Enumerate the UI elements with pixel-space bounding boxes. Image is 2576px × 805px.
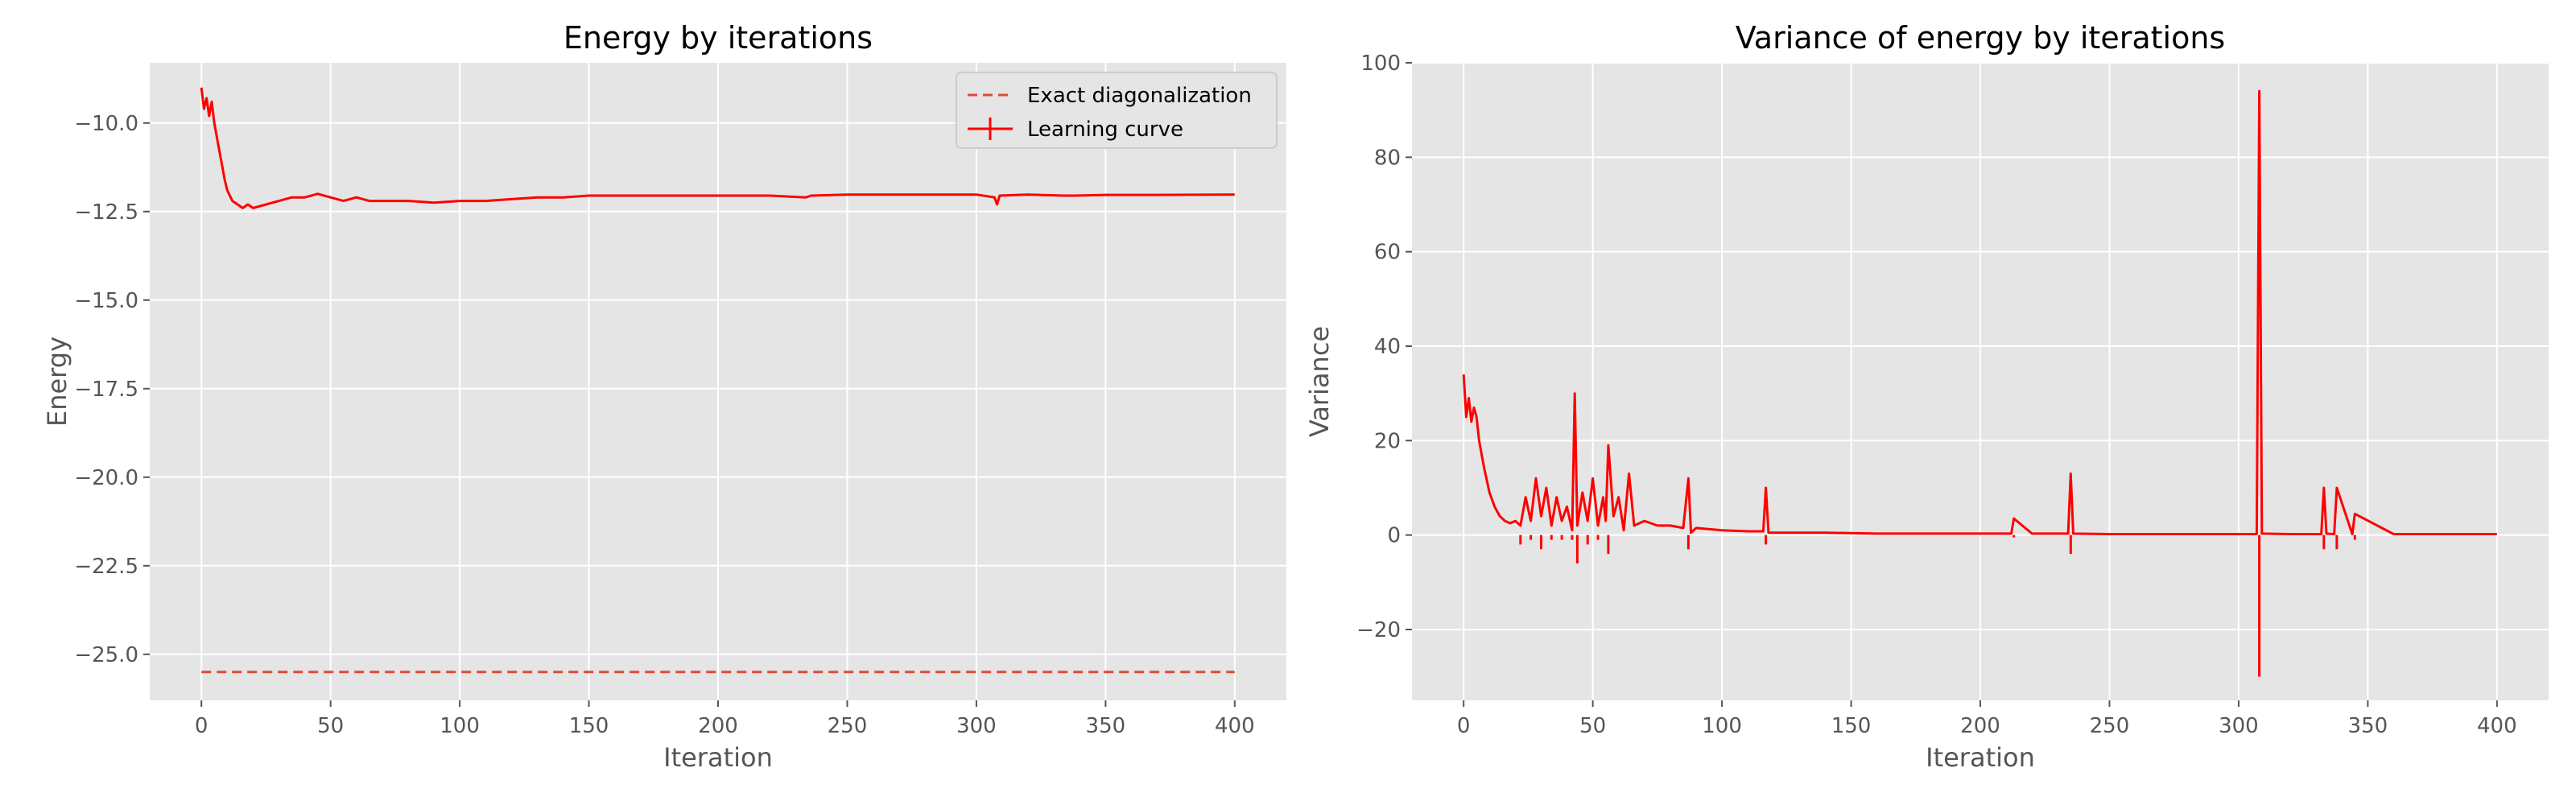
x-tick-label: 100 — [440, 714, 480, 738]
y-tick-label: −15.0 — [74, 289, 138, 313]
y-tick-label: −20.0 — [74, 466, 138, 490]
energy-series — [200, 87, 1235, 674]
x-tick-label: 350 — [1086, 714, 1126, 738]
y-tick-label: 40 — [1374, 335, 1401, 359]
variance-x-ticks: 0 50 100 150 200 250 300 350 400 — [1457, 700, 2517, 738]
variance-y-ticks: −20 0 20 40 60 80 100 — [1356, 52, 1412, 642]
y-tick-label: −17.5 — [74, 378, 138, 402]
series-line — [200, 87, 1235, 209]
x-tick-label: 50 — [317, 714, 344, 738]
energy-chart: 0 50 100 150 200 250 300 350 400 −10.0 −12.5 −15.0… — [42, 20, 1286, 773]
legend-box — [956, 72, 1278, 149]
energy-chart-title: Energy by iterations — [564, 20, 873, 56]
x-tick-label: 100 — [1702, 714, 1742, 738]
x-tick-label: 150 — [569, 714, 609, 738]
variance-gridlines — [1412, 62, 2549, 700]
x-tick-label: 0 — [1457, 714, 1471, 738]
variance-chart-title: Variance of energy by iterations — [1736, 20, 2225, 56]
x-tick-label: 50 — [1579, 714, 1606, 738]
variance-x-axis-label: Iteration — [1926, 742, 2035, 773]
y-tick-label: −10.0 — [74, 112, 138, 136]
series-line — [1462, 89, 2497, 535]
energy-legend: Exact diagonalization Learning curve — [956, 72, 1278, 149]
y-tick-label: −22.5 — [74, 555, 138, 579]
x-tick-label: 150 — [1831, 714, 1872, 738]
y-tick-label: −20 — [1356, 618, 1401, 642]
y-tick-label: 60 — [1374, 241, 1401, 265]
energy-y-axis-label: Energy — [42, 336, 72, 427]
variance-chart: 0 50 100 150 200 250 300 350 400 −20 0 20 40 60 80 100… — [1304, 20, 2549, 773]
legend-label-exact-diagonalization: Exact diagonalization — [1027, 84, 1252, 108]
x-tick-label: 300 — [2219, 714, 2259, 738]
y-tick-label: 80 — [1374, 146, 1401, 170]
energy-x-ticks: 0 50 100 150 200 250 300 350 400 — [195, 700, 1255, 738]
energy-y-ticks: −10.0 −12.5 −15.0 −17.5 −20.0 −22.5 −25.0 — [74, 112, 150, 667]
legend-label-learning-curve: Learning curve — [1027, 118, 1183, 142]
variance-y-axis-label: Variance — [1304, 326, 1335, 437]
x-tick-label: 250 — [828, 714, 868, 738]
variance-series — [1462, 89, 2497, 677]
y-tick-label: 0 — [1387, 524, 1401, 548]
x-tick-label: 400 — [1215, 714, 1255, 738]
x-tick-label: 400 — [2477, 714, 2517, 738]
x-tick-label: 200 — [698, 714, 738, 738]
x-tick-label: 300 — [956, 714, 997, 738]
y-tick-label: −25.0 — [74, 643, 138, 667]
x-tick-label: 0 — [195, 714, 208, 738]
x-tick-label: 200 — [1960, 714, 2000, 738]
y-tick-label: −12.5 — [74, 200, 138, 225]
x-tick-label: 250 — [2090, 714, 2130, 738]
y-tick-label: 100 — [1360, 52, 1401, 76]
energy-x-axis-label: Iteration — [663, 742, 773, 773]
x-tick-label: 350 — [2348, 714, 2388, 738]
y-tick-label: 20 — [1374, 429, 1401, 453]
